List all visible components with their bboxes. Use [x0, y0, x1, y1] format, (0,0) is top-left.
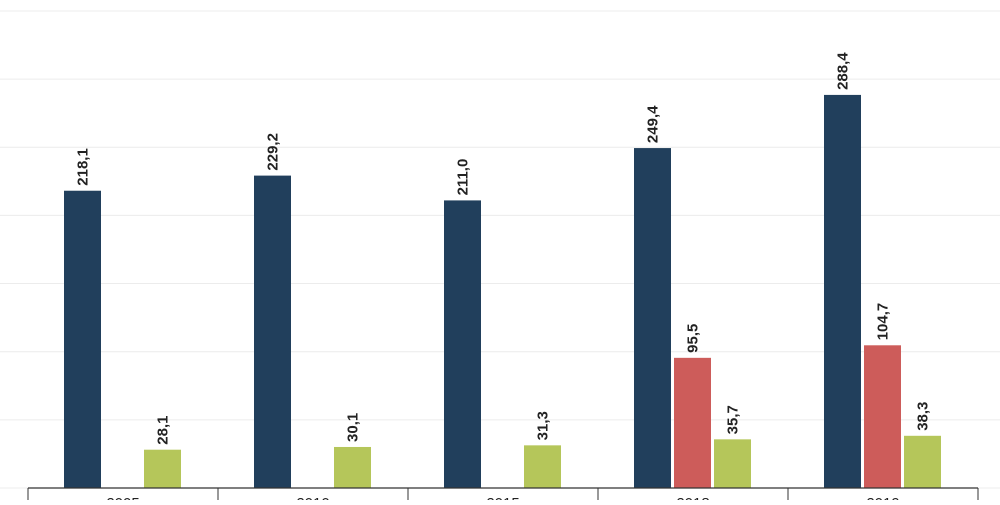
bar-value-label: 229,2	[265, 133, 282, 171]
bar	[634, 148, 671, 488]
bar	[824, 94, 861, 488]
bar-value-label: 38,3	[915, 402, 932, 431]
bar	[64, 190, 101, 488]
bar	[254, 175, 291, 488]
bar	[674, 357, 711, 488]
bar-value-label: 218,1	[75, 148, 92, 186]
bar-value-label: 31,3	[535, 411, 552, 440]
x-tick-label: 2018	[676, 495, 709, 500]
bar-value-label: 288,4	[835, 52, 852, 90]
bar	[714, 439, 751, 488]
x-tick-label: 2010	[296, 495, 329, 500]
bar	[524, 445, 561, 488]
bar-value-label: 249,4	[645, 105, 662, 143]
bar	[444, 200, 481, 489]
bar-value-label: 95,5	[685, 324, 702, 353]
bar	[144, 449, 181, 488]
bar-value-label: 211,0	[455, 159, 472, 196]
bar	[864, 345, 901, 488]
bar-value-label: 35,7	[725, 405, 742, 434]
x-tick-label: 2005	[106, 495, 139, 500]
x-tick-label: 2015	[486, 495, 519, 500]
bar-value-label: 28,1	[155, 415, 172, 444]
bar-value-label: 104,7	[875, 303, 892, 341]
bar	[904, 435, 941, 488]
bar-value-label: 30,1	[345, 413, 362, 442]
x-tick-label: 2019	[866, 495, 899, 500]
bar	[334, 446, 371, 488]
